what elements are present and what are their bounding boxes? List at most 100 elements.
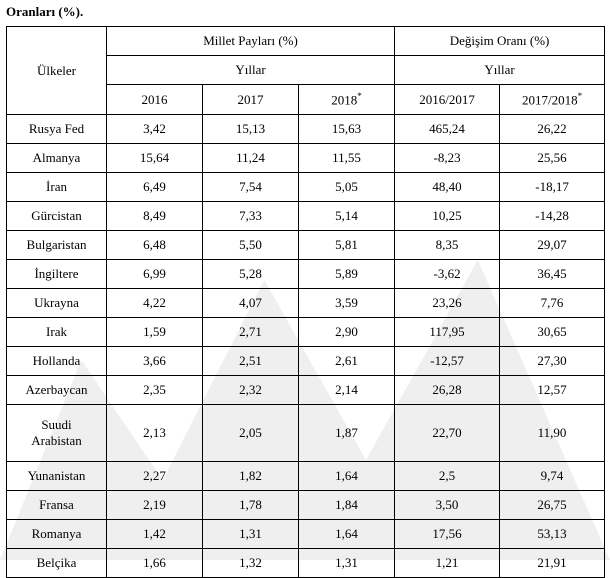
cell-value: 23,26 xyxy=(395,289,500,318)
cell-value: 465,24 xyxy=(395,115,500,144)
cell-value: 2,61 xyxy=(299,347,395,376)
header-group-shares: Millet Payları (%) xyxy=(107,27,395,56)
cell-value: 4,07 xyxy=(203,289,299,318)
cell-value: 7,76 xyxy=(500,289,605,318)
cell-country: Gürcistan xyxy=(7,202,107,231)
col-2017-2018: 2017/2018* xyxy=(500,85,605,115)
col-2017: 2017 xyxy=(203,85,299,115)
data-table: Ülkeler Millet Payları (%) Değişim Oranı… xyxy=(6,26,605,578)
cell-value: 10,25 xyxy=(395,202,500,231)
col-2016: 2016 xyxy=(107,85,203,115)
col-2018: 2018* xyxy=(299,85,395,115)
table-row: İran6,497,545,0548,40-18,17 xyxy=(7,173,605,202)
header-years-1: Yıllar xyxy=(107,56,395,85)
cell-value: 1,64 xyxy=(299,462,395,491)
cell-value: 9,74 xyxy=(500,462,605,491)
cell-country: İran xyxy=(7,173,107,202)
cell-country: Ukrayna xyxy=(7,289,107,318)
cell-value: 3,59 xyxy=(299,289,395,318)
cell-country: Yunanistan xyxy=(7,462,107,491)
header-years-2: Yıllar xyxy=(395,56,605,85)
cell-value: 117,95 xyxy=(395,318,500,347)
cell-value: 7,33 xyxy=(203,202,299,231)
cell-value: 15,63 xyxy=(299,115,395,144)
cell-value: 1,78 xyxy=(203,491,299,520)
cell-value: 2,19 xyxy=(107,491,203,520)
cell-country: Bulgaristan xyxy=(7,231,107,260)
table-row: İngiltere6,995,285,89-3,6236,45 xyxy=(7,260,605,289)
cell-country: Hollanda xyxy=(7,347,107,376)
cell-value: 22,70 xyxy=(395,405,500,462)
cell-value: 29,07 xyxy=(500,231,605,260)
cell-value: -3,62 xyxy=(395,260,500,289)
col-2016-2017: 2016/2017 xyxy=(395,85,500,115)
cell-value: 6,49 xyxy=(107,173,203,202)
cell-value: 12,57 xyxy=(500,376,605,405)
cell-country: Belçika xyxy=(7,549,107,578)
cell-value: 1,64 xyxy=(299,520,395,549)
cell-country: Irak xyxy=(7,318,107,347)
cell-value: 11,90 xyxy=(500,405,605,462)
cell-value: 2,05 xyxy=(203,405,299,462)
cell-value: 30,65 xyxy=(500,318,605,347)
cell-value: 1,84 xyxy=(299,491,395,520)
cell-value: 8,35 xyxy=(395,231,500,260)
cell-value: 4,22 xyxy=(107,289,203,318)
cell-value: -14,28 xyxy=(500,202,605,231)
cell-value: 2,51 xyxy=(203,347,299,376)
table-row: Belçika1,661,321,311,2121,91 xyxy=(7,549,605,578)
cell-value: 2,5 xyxy=(395,462,500,491)
cell-value: 36,45 xyxy=(500,260,605,289)
table-row: Hollanda3,662,512,61-12,5727,30 xyxy=(7,347,605,376)
table-header: Ülkeler Millet Payları (%) Değişim Oranı… xyxy=(7,27,605,115)
cell-value: 1,82 xyxy=(203,462,299,491)
cell-value: 26,28 xyxy=(395,376,500,405)
header-countries: Ülkeler xyxy=(7,27,107,115)
cell-value: 21,91 xyxy=(500,549,605,578)
cell-value: 2,27 xyxy=(107,462,203,491)
cell-country: SuudiArabistan xyxy=(7,405,107,462)
cell-value: 15,64 xyxy=(107,144,203,173)
cell-value: 2,14 xyxy=(299,376,395,405)
cell-value: 7,54 xyxy=(203,173,299,202)
cell-country: Azerbaycan xyxy=(7,376,107,405)
cell-country: Romanya xyxy=(7,520,107,549)
cell-value: 2,13 xyxy=(107,405,203,462)
cell-value: 26,22 xyxy=(500,115,605,144)
cell-value: -12,57 xyxy=(395,347,500,376)
cell-country: İngiltere xyxy=(7,260,107,289)
table-row: Romanya1,421,311,6417,5653,13 xyxy=(7,520,605,549)
cell-value: 1,87 xyxy=(299,405,395,462)
cell-value: 6,48 xyxy=(107,231,203,260)
cell-value: 1,66 xyxy=(107,549,203,578)
cell-country: Fransa xyxy=(7,491,107,520)
table-row: SuudiArabistan2,132,051,8722,7011,90 xyxy=(7,405,605,462)
table-row: Ukrayna4,224,073,5923,267,76 xyxy=(7,289,605,318)
cell-value: 1,42 xyxy=(107,520,203,549)
cell-value: 48,40 xyxy=(395,173,500,202)
table-row: Fransa2,191,781,843,5026,75 xyxy=(7,491,605,520)
cell-value: 15,13 xyxy=(203,115,299,144)
cell-value: 6,99 xyxy=(107,260,203,289)
cell-value: 1,59 xyxy=(107,318,203,347)
cell-value: 3,66 xyxy=(107,347,203,376)
cell-value: 1,32 xyxy=(203,549,299,578)
cell-value: -8,23 xyxy=(395,144,500,173)
cell-value: 3,42 xyxy=(107,115,203,144)
cell-value: 26,75 xyxy=(500,491,605,520)
cell-value: 1,31 xyxy=(299,549,395,578)
cell-value: 27,30 xyxy=(500,347,605,376)
cell-value: 11,24 xyxy=(203,144,299,173)
cell-value: 2,32 xyxy=(203,376,299,405)
table-row: Almanya15,6411,2411,55-8,2325,56 xyxy=(7,144,605,173)
cell-value: 2,35 xyxy=(107,376,203,405)
cell-value: 8,49 xyxy=(107,202,203,231)
page-title: Oranları (%). xyxy=(0,0,610,26)
cell-value: -18,17 xyxy=(500,173,605,202)
cell-value: 25,56 xyxy=(500,144,605,173)
cell-value: 5,50 xyxy=(203,231,299,260)
cell-value: 1,31 xyxy=(203,520,299,549)
cell-value: 17,56 xyxy=(395,520,500,549)
cell-value: 3,50 xyxy=(395,491,500,520)
table-row: Gürcistan8,497,335,1410,25-14,28 xyxy=(7,202,605,231)
